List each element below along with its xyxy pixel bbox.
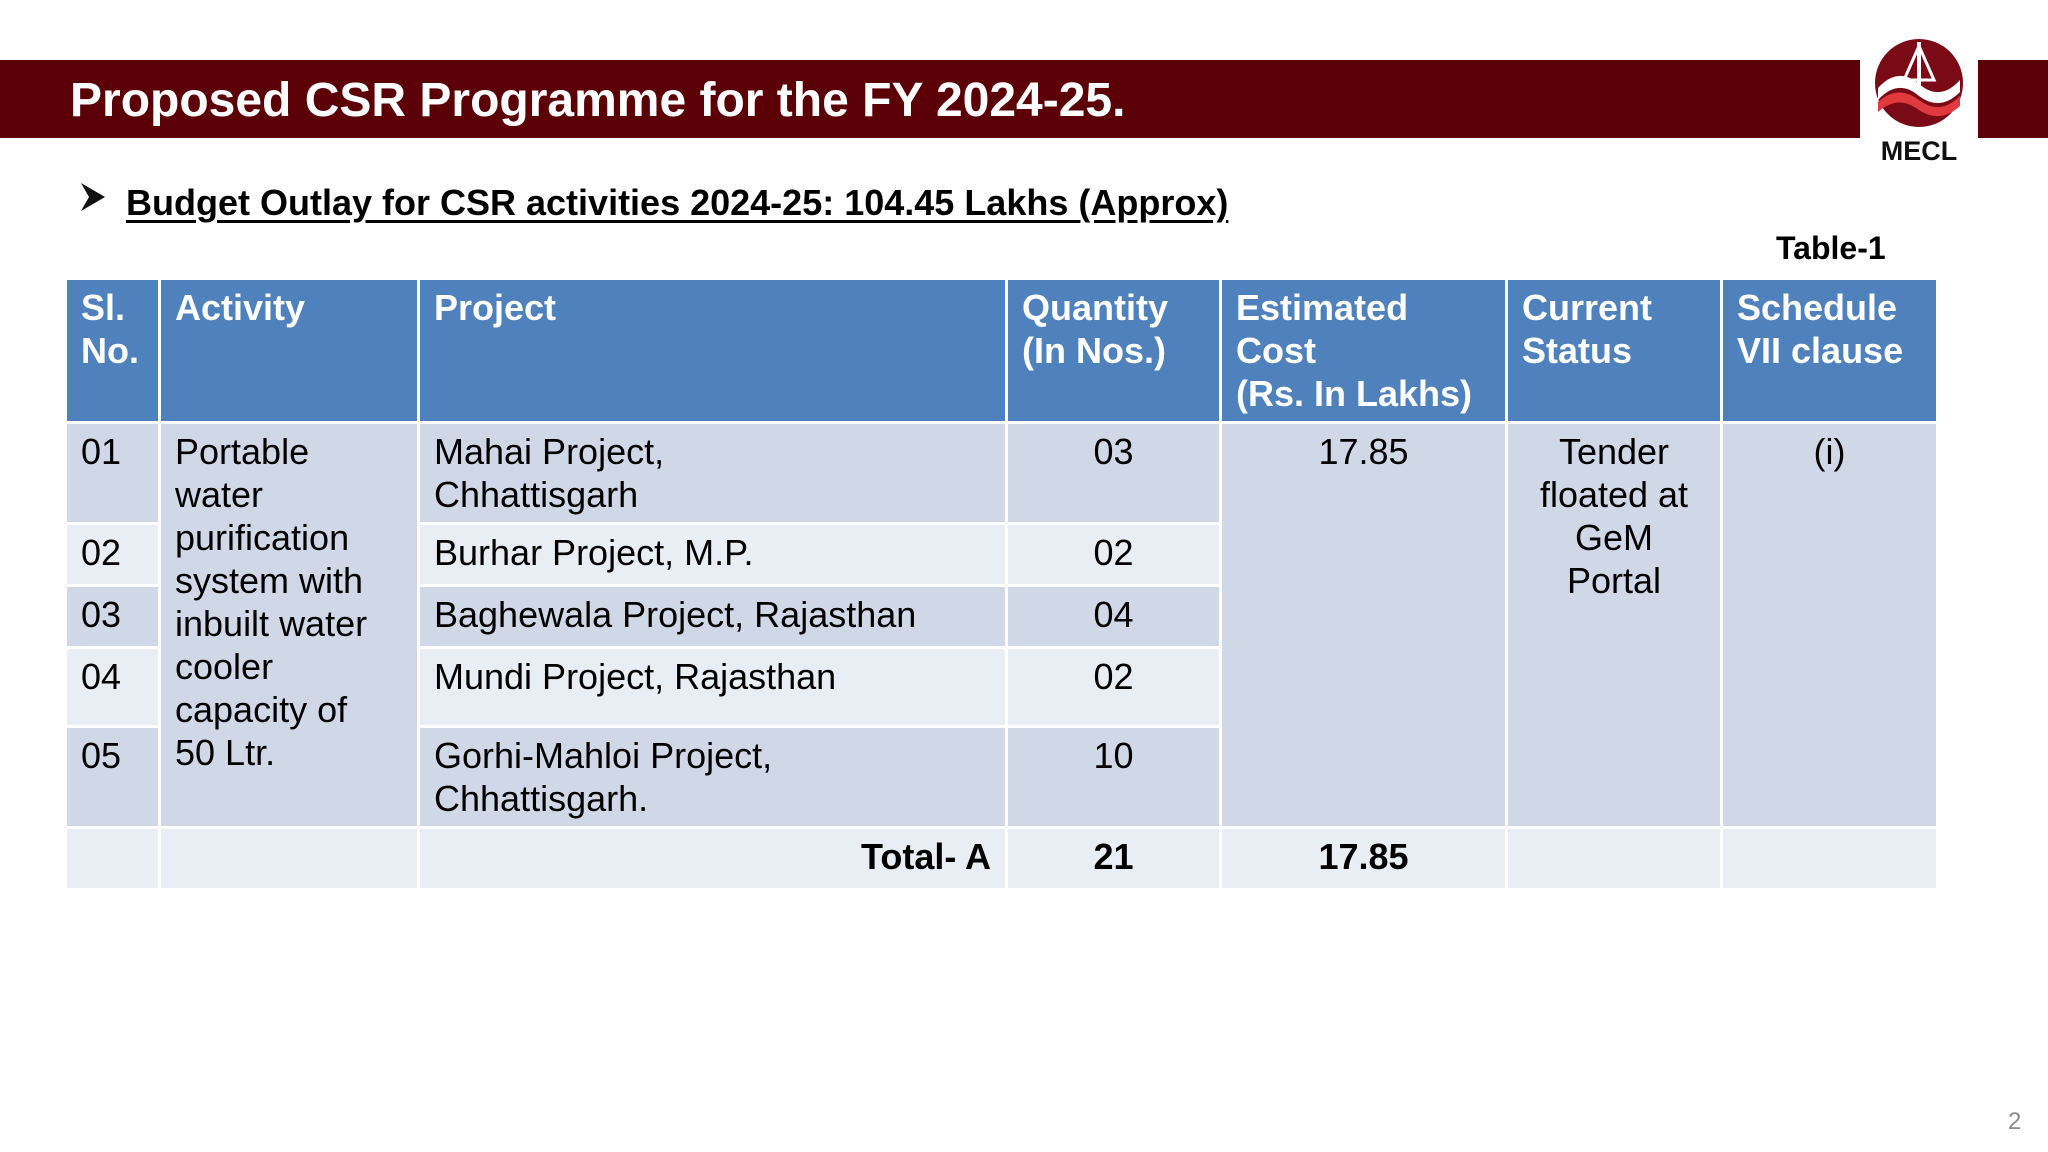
title-bar <box>0 60 2048 138</box>
slide-title: Proposed CSR Programme for the FY 2024-2… <box>70 74 1126 127</box>
current-status-cell: Tender floated at GeM Portal <box>1505 421 1723 829</box>
arrow-bullet-icon <box>81 183 105 211</box>
budget-outlay-text: Budget Outlay for CSR activities 2024-25… <box>126 182 1229 223</box>
total-quantity: 21 <box>1005 826 1222 891</box>
table-row: 04 Mundi Project, Rajasthan 02 <box>64 646 1938 728</box>
header-quantity: Quantity (In Nos.) <box>1005 277 1222 424</box>
sl-no-cell: 03 <box>64 584 161 649</box>
activity-cell: Portable water purification system with inbu… <box>158 421 420 829</box>
page-number: 2 <box>2008 1108 2022 1135</box>
table-row: 05 Gorhi-Mahloi Project, Chhattisgarh. 10 <box>64 725 1938 829</box>
empty-cell <box>158 826 420 891</box>
csr-table: Sl. No. Activity Project Quantity (In Nos.… <box>64 277 1939 891</box>
total-label: Total- A <box>417 826 1008 891</box>
empty-cell <box>64 826 161 891</box>
table-header-row: Sl. No. Activity Project Quantity (In Nos.… <box>64 277 1939 424</box>
total-cost: 17.85 <box>1219 826 1508 891</box>
logo-text: MECL <box>1880 136 1958 166</box>
header-project: Project <box>417 277 1008 424</box>
estimated-cost-cell: 17.85 <box>1219 421 1508 829</box>
header-sl-no: Sl. No. <box>64 277 161 424</box>
sl-no-cell: 01 <box>64 421 161 525</box>
sl-no-cell: 04 <box>64 646 161 728</box>
project-cell: Mundi Project, Rajasthan <box>417 646 1008 728</box>
quantity-cell: 04 <box>1005 584 1222 649</box>
quantity-cell: 10 <box>1005 725 1222 829</box>
project-cell: Mahai Project, Chhattisgarh <box>417 421 1008 525</box>
table-row: 01 Portable water purification system with i… <box>64 421 1939 829</box>
empty-cell <box>1720 826 1939 891</box>
table-label: Table-1 <box>1776 230 1886 266</box>
sl-no-cell: 05 <box>64 725 161 829</box>
table-row: 03 Baghewala Project, Rajasthan 04 <box>64 584 1938 649</box>
project-cell: Baghewala Project, Rajasthan <box>417 584 1008 649</box>
empty-cell <box>1505 826 1723 891</box>
project-cell: Gorhi-Mahloi Project, Chhattisgarh. <box>417 725 1008 829</box>
quantity-cell: 02 <box>1005 522 1222 587</box>
mecl-logo: MECL <box>1860 30 1978 178</box>
header-activity: Activity <box>158 277 420 424</box>
mecl-logo-icon <box>1875 39 1963 127</box>
quantity-cell: 03 <box>1005 421 1222 525</box>
header-current-status: Current Status <box>1505 277 1723 424</box>
table-row: 02 Burhar Project, M.P. 02 <box>64 522 1938 587</box>
project-cell: Burhar Project, M.P. <box>417 522 1008 587</box>
sl-no-cell: 02 <box>64 522 161 587</box>
header-schedule: Schedule VII clause <box>1720 277 1939 424</box>
quantity-cell: 02 <box>1005 646 1222 728</box>
schedule-clause-cell: (i) <box>1720 421 1939 829</box>
total-row: Total- A 21 17.85 <box>64 826 1939 891</box>
header-estimated-cost: Estimated Cost (Rs. In Lakhs) <box>1219 277 1508 424</box>
